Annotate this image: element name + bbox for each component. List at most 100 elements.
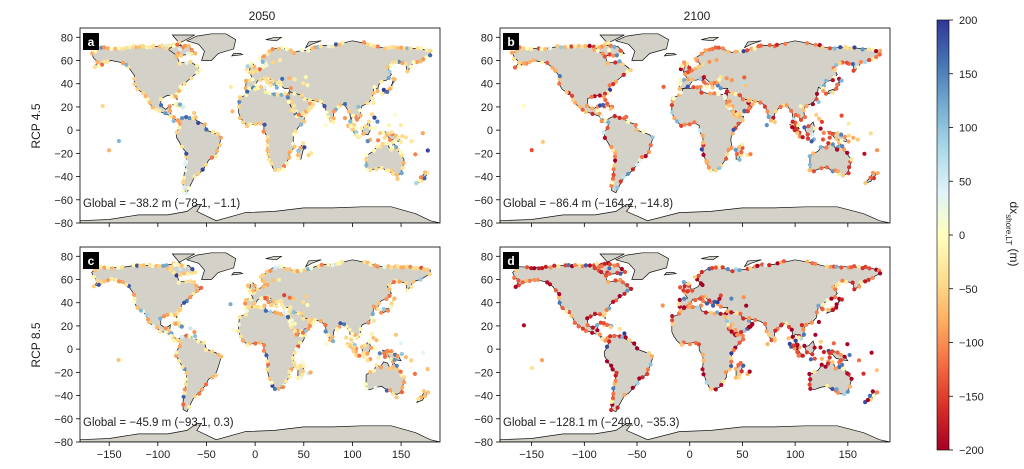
coastal-point xyxy=(747,369,752,374)
coastal-point xyxy=(196,339,201,344)
coastal-point xyxy=(218,135,223,140)
x-tick-label: 100 xyxy=(786,449,804,461)
coastal-point xyxy=(382,351,387,356)
coastal-point xyxy=(824,165,830,170)
colorbar-tick-label: 0 xyxy=(959,230,965,242)
coastal-point xyxy=(171,44,176,49)
coastal-point xyxy=(214,148,220,154)
coastal-point xyxy=(124,62,129,67)
coastal-point xyxy=(729,364,734,369)
coastal-point xyxy=(740,118,745,123)
coastal-point xyxy=(637,376,642,381)
coastal-point xyxy=(834,264,839,269)
coastal-point xyxy=(626,119,631,124)
coastal-point xyxy=(102,265,107,270)
coastal-point xyxy=(685,289,690,294)
coastal-point xyxy=(540,139,546,144)
coastal-point xyxy=(760,262,765,267)
coastal-point xyxy=(184,279,189,284)
coastal-point xyxy=(746,98,751,103)
coastal-point xyxy=(875,148,880,153)
coastal-point xyxy=(370,311,375,317)
coastal-point xyxy=(842,391,847,397)
coastal-point xyxy=(722,314,728,319)
y-tick-label: 80 xyxy=(481,32,493,44)
coastal-point xyxy=(284,161,289,166)
panel-frame xyxy=(499,246,891,443)
coastal-point xyxy=(707,59,712,64)
coastal-point xyxy=(870,57,875,62)
coastal-point xyxy=(392,112,397,117)
coastal-point xyxy=(599,114,604,119)
coastal-point xyxy=(583,263,589,268)
y-tick-label: −40 xyxy=(474,172,493,184)
coastal-point xyxy=(303,75,308,80)
coastal-point xyxy=(821,302,826,307)
coastal-point xyxy=(671,96,676,101)
coastal-point xyxy=(395,353,400,359)
coastal-point xyxy=(643,154,648,159)
coastal-point xyxy=(96,282,101,287)
coastal-point xyxy=(192,393,197,399)
coastal-point xyxy=(425,148,430,153)
coastal-point xyxy=(512,275,517,280)
coastal-point xyxy=(849,376,854,381)
coastal-point xyxy=(730,131,735,136)
coastal-point xyxy=(514,49,519,54)
coastal-point xyxy=(300,141,306,146)
coastal-point xyxy=(818,145,823,150)
colorbar-tick-label: −100 xyxy=(959,338,984,350)
coastal-point xyxy=(852,45,857,50)
coastal-point xyxy=(161,263,166,268)
coastal-point xyxy=(874,368,879,373)
coastal-point xyxy=(678,285,683,290)
coastal-point xyxy=(283,379,289,384)
coastal-point xyxy=(851,68,856,73)
coastal-point xyxy=(866,277,871,282)
coastal-point xyxy=(846,133,851,138)
coastal-point xyxy=(91,284,96,289)
colorbar-tick-label: 50 xyxy=(959,176,971,188)
coastal-point xyxy=(392,296,397,301)
coastal-point xyxy=(270,278,275,283)
coastal-point xyxy=(693,66,698,71)
coastal-point xyxy=(817,43,822,48)
coastal-point xyxy=(557,300,562,305)
coastal-point xyxy=(187,334,192,339)
coastal-point xyxy=(808,377,813,382)
coastal-point xyxy=(601,321,606,326)
y-tick-label: −60 xyxy=(474,414,493,426)
coastal-point xyxy=(244,343,249,348)
y-tick-label: 80 xyxy=(61,251,73,263)
coastal-point xyxy=(387,69,392,74)
coastal-point xyxy=(796,335,801,340)
coastal-point xyxy=(291,103,297,108)
coastal-point xyxy=(529,148,534,153)
coastal-point xyxy=(805,41,810,46)
coastal-point xyxy=(809,139,814,144)
coastal-point xyxy=(194,288,200,293)
coastal-point xyxy=(686,281,691,286)
coastal-point xyxy=(525,265,530,270)
column-title-2100: 2100 xyxy=(684,9,711,23)
coastal-point xyxy=(816,319,822,325)
coastal-point xyxy=(189,76,194,81)
coastal-point xyxy=(428,53,433,58)
coastal-point xyxy=(163,330,168,335)
coastal-point xyxy=(376,301,381,306)
coastal-point xyxy=(837,364,842,370)
coastal-point xyxy=(414,266,420,271)
coastal-point xyxy=(390,168,395,173)
coastal-point xyxy=(422,393,428,399)
coastal-point xyxy=(727,367,732,372)
global-annotation: Global = −38.2 m (−78.1, −1.1) xyxy=(83,198,240,210)
coastal-point xyxy=(288,86,293,91)
coastal-point xyxy=(845,150,850,155)
coastal-point xyxy=(158,329,163,334)
coastal-point xyxy=(799,323,805,328)
coastal-point xyxy=(264,359,270,364)
coastal-point xyxy=(590,330,595,335)
coastal-point xyxy=(292,77,297,82)
coastal-point xyxy=(291,51,297,56)
